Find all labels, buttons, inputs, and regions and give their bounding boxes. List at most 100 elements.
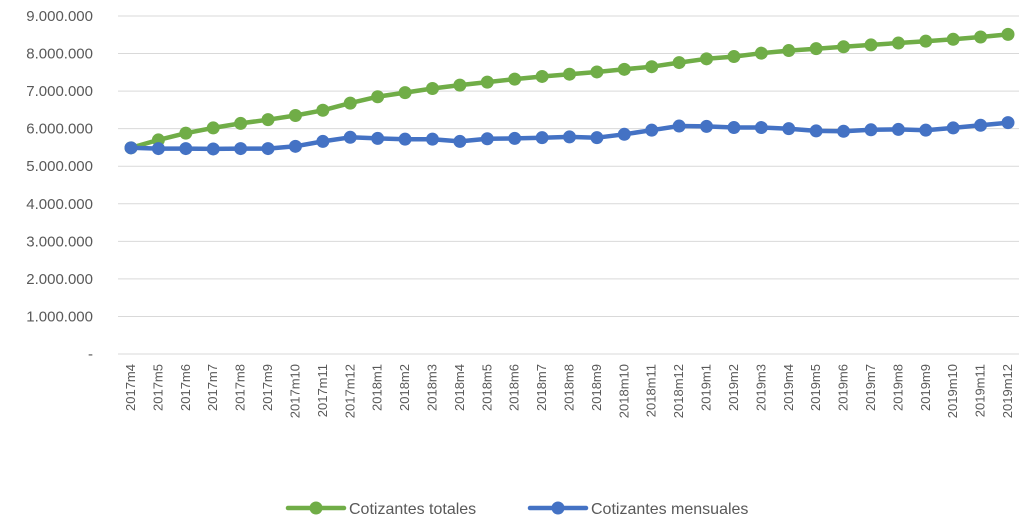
data-point	[179, 142, 193, 156]
data-point	[343, 130, 357, 144]
data-point	[864, 38, 878, 52]
data-point	[727, 50, 741, 64]
x-tick-label: 2019m12	[1000, 364, 1015, 418]
x-tick-label: 2018m4	[452, 364, 467, 411]
x-tick-label: 2018m6	[507, 364, 522, 411]
data-point	[535, 131, 549, 145]
data-point	[782, 122, 796, 136]
data-point	[617, 127, 631, 141]
data-point	[206, 142, 220, 156]
x-tick-label: 2019m2	[726, 364, 741, 411]
y-axis: - 1.000.000 2.000.000 3.000.000 4.000.000 5.0…	[26, 8, 93, 363]
legend-label: Cotizantes mensuales	[591, 501, 748, 518]
data-point	[508, 72, 522, 86]
data-point	[480, 132, 494, 146]
x-tick-label: 2019m1	[699, 364, 714, 411]
data-point	[480, 75, 494, 89]
y-tick-label: 7.000.000	[26, 83, 93, 100]
legend-marker	[309, 501, 323, 515]
x-tick-label: 2017m6	[178, 364, 193, 411]
data-point	[754, 46, 768, 60]
y-tick-label: 3.000.000	[26, 233, 93, 250]
data-point	[1001, 116, 1015, 130]
data-point	[590, 131, 604, 145]
data-point	[672, 56, 686, 70]
x-tick-label: 2019m3	[753, 364, 768, 411]
y-tick-label: 5.000.000	[26, 158, 93, 175]
data-point	[563, 130, 576, 144]
data-point	[645, 123, 659, 137]
data-point	[590, 65, 604, 79]
data-point	[700, 119, 714, 133]
legend-marker	[551, 501, 565, 515]
data-point	[891, 122, 905, 136]
data-point	[316, 134, 330, 148]
x-tick-label: 2017m10	[287, 364, 302, 418]
data-point	[891, 36, 905, 50]
data-point	[508, 131, 522, 145]
data-point	[371, 131, 385, 145]
data-point	[124, 141, 138, 155]
y-tick-label: -	[88, 346, 93, 363]
x-tick-label: 2018m9	[589, 364, 604, 411]
data-point	[946, 32, 960, 46]
data-point	[425, 132, 439, 146]
x-tick-label: 2018m2	[397, 364, 412, 411]
x-tick-label: 2018m10	[616, 364, 631, 418]
data-point	[809, 124, 823, 138]
x-tick-label: 2017m8	[233, 364, 248, 411]
data-point	[234, 142, 248, 156]
data-point	[617, 62, 631, 76]
y-tick-label: 1.000.000	[26, 308, 93, 325]
x-tick-label: 2017m7	[205, 364, 220, 411]
y-tick-label: 2.000.000	[26, 271, 93, 288]
data-point	[1001, 27, 1015, 41]
x-tick-label: 2019m11	[973, 364, 988, 417]
x-tick-label: 2019m10	[945, 364, 960, 418]
data-point	[837, 124, 851, 138]
legend-label: Cotizantes totales	[349, 501, 476, 518]
data-point	[179, 126, 193, 140]
x-tick-label: 2018m12	[671, 364, 686, 418]
data-point	[809, 42, 823, 56]
x-tick-label: 2019m6	[836, 364, 851, 411]
data-point	[700, 52, 714, 66]
data-point	[837, 40, 851, 54]
data-point	[782, 44, 796, 58]
x-tick-label: 2018m11	[644, 364, 659, 417]
x-tick-label: 2017m5	[150, 364, 165, 411]
y-tick-label: 8.000.000	[26, 46, 93, 63]
data-point	[398, 132, 412, 146]
y-tick-label: 4.000.000	[26, 196, 93, 213]
data-point	[288, 109, 302, 123]
data-point	[974, 30, 988, 44]
legend-item: Cotizantes totales	[285, 501, 476, 518]
x-tick-label: 2019m4	[781, 364, 796, 411]
x-tick-label: 2017m11	[315, 364, 330, 417]
data-point	[425, 81, 439, 95]
data-point	[974, 118, 988, 132]
data-point	[672, 119, 686, 133]
data-point	[316, 103, 330, 117]
data-point	[645, 60, 659, 74]
data-point	[234, 116, 248, 130]
x-tick-label: 2019m8	[890, 364, 905, 411]
data-point	[371, 90, 385, 104]
y-tick-label: 9.000.000	[26, 8, 93, 25]
data-point	[206, 121, 220, 135]
x-tick-label: 2017m12	[342, 364, 357, 418]
data-point	[261, 142, 275, 156]
x-tick-label: 2019m9	[918, 364, 933, 411]
data-point	[453, 78, 467, 92]
x-tick-label: 2017m4	[123, 364, 138, 411]
legend: Cotizantes totales Cotizantes mensuales	[285, 501, 748, 518]
data-point	[535, 69, 549, 83]
x-tick-label: 2019m7	[863, 364, 878, 411]
x-tick-label: 2018m1	[370, 364, 385, 411]
data-point	[864, 123, 878, 137]
data-point	[453, 134, 467, 148]
data-point	[343, 96, 357, 110]
data-point	[261, 113, 275, 127]
legend-item: Cotizantes mensuales	[527, 501, 748, 518]
